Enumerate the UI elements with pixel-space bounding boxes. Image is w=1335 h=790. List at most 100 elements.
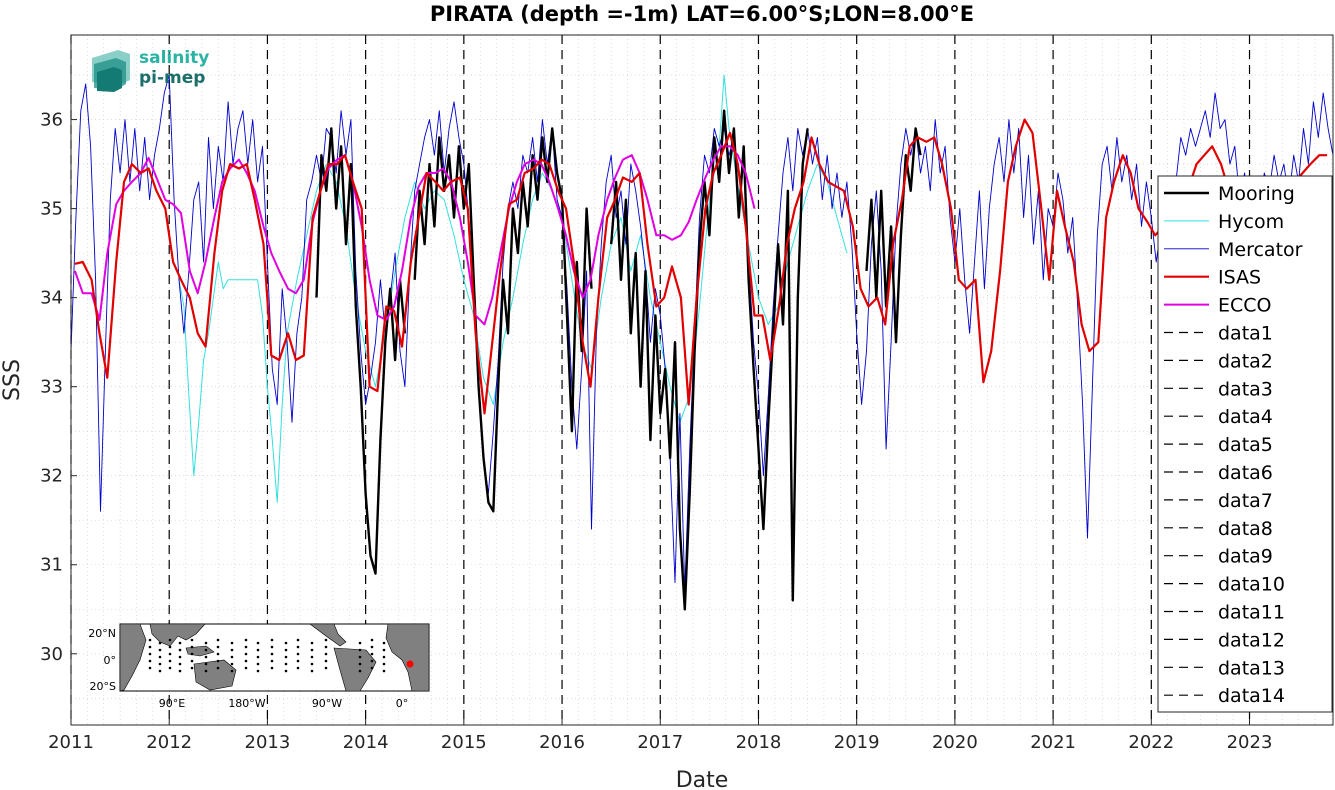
y-tick-label: 30 xyxy=(40,644,63,665)
logo-line1: salinity xyxy=(139,48,209,68)
buoy-dot xyxy=(216,645,220,649)
legend-label: data7 xyxy=(1218,490,1273,512)
buoy-dot xyxy=(168,659,172,663)
buoy-dot xyxy=(178,641,182,645)
series-line-hycom xyxy=(178,74,848,503)
buoy-dot xyxy=(284,641,288,645)
legend-label: data6 xyxy=(1218,462,1273,484)
buoy-dot xyxy=(296,652,300,656)
x-tick-label: 2021 xyxy=(1030,732,1076,753)
legend-label: data2 xyxy=(1218,350,1273,372)
buoy-dot xyxy=(382,641,386,645)
buoy-dot xyxy=(382,655,386,659)
x-tick-label: 2016 xyxy=(539,732,585,753)
buoy-dot xyxy=(204,662,208,666)
map-lat-20n: 20°N xyxy=(88,627,116,640)
buoy-dot xyxy=(244,652,248,656)
x-tick-label: 2019 xyxy=(834,732,880,753)
buoy-dot xyxy=(216,652,220,656)
buoy-dot xyxy=(382,669,386,673)
buoy-dot xyxy=(158,669,162,673)
buoy-dot xyxy=(148,652,152,656)
map-lat-0: 0° xyxy=(104,654,117,667)
buoy-dot xyxy=(324,645,328,649)
plot-frame xyxy=(70,34,1334,726)
legend-label: data14 xyxy=(1218,685,1285,707)
buoy-dot xyxy=(190,652,194,656)
buoy-dot xyxy=(256,662,260,666)
buoy-dot xyxy=(324,652,328,656)
buoy-dot xyxy=(284,662,288,666)
buoy-dot xyxy=(244,666,248,670)
buoy-dot xyxy=(178,648,182,652)
x-tick-label: 2017 xyxy=(637,732,683,753)
legend-label: data1 xyxy=(1218,323,1273,345)
buoy-dot xyxy=(190,638,194,642)
legend-label: data11 xyxy=(1218,602,1285,624)
buoy-dot xyxy=(370,652,374,656)
y-tick-label: 33 xyxy=(40,377,63,398)
buoy-dot xyxy=(324,638,328,642)
buoy-dot xyxy=(296,638,300,642)
buoy-dot xyxy=(148,645,152,649)
buoy-dot xyxy=(370,666,374,670)
buoy-dot xyxy=(270,652,274,656)
axis-ticks: 2011 2012 2013 2014 2015 2016 2017 2018 2019 2020… xyxy=(40,110,1272,753)
buoy-dot xyxy=(190,659,194,663)
buoy-dot xyxy=(216,638,220,642)
series-line-mooring xyxy=(610,109,809,611)
legend-label: Mooring xyxy=(1218,183,1295,205)
map-landmass-asia xyxy=(149,623,206,647)
buoy-dot xyxy=(296,659,300,663)
buoy-dot xyxy=(310,655,314,659)
legend-items: Mooring Hycom Mercator ISAS ECCO data1 data2 da… xyxy=(1164,183,1303,707)
buoy-dot xyxy=(148,659,152,663)
x-tick-label: 2015 xyxy=(441,732,487,753)
x-tick-label: 2022 xyxy=(1128,732,1174,753)
buoy-dot xyxy=(284,648,288,652)
x-tick-label: 2011 xyxy=(48,732,94,753)
buoy-dot xyxy=(168,645,172,649)
y-tick-label: 31 xyxy=(40,555,63,576)
buoy-dot xyxy=(256,655,260,659)
x-axis-label: Date xyxy=(676,768,729,790)
buoy-dot xyxy=(358,669,362,673)
buoy-dot xyxy=(256,641,260,645)
buoy-dot xyxy=(168,652,172,656)
buoy-dot xyxy=(178,655,182,659)
buoy-dot xyxy=(230,669,234,673)
y-tick-label: 34 xyxy=(40,288,63,309)
buoy-dot xyxy=(244,645,248,649)
buoy-dot xyxy=(178,669,182,673)
buoy-dot xyxy=(284,655,288,659)
buoy-dot xyxy=(324,666,328,670)
buoy-dot xyxy=(270,659,274,663)
buoy-dot xyxy=(168,638,172,642)
buoy-dot xyxy=(370,645,374,649)
legend-label: data9 xyxy=(1218,546,1273,568)
buoy-dot xyxy=(158,662,162,666)
y-tick-label: 36 xyxy=(40,110,63,131)
buoy-dot xyxy=(190,645,194,649)
map-lon-180w: 180°W xyxy=(228,697,265,710)
buoy-dot xyxy=(358,655,362,659)
y-tick-label: 32 xyxy=(40,466,63,487)
y-axis-label: SSS xyxy=(0,359,25,401)
buoy-dot xyxy=(296,666,300,670)
plot-area xyxy=(70,74,1334,611)
buoy-dot xyxy=(358,641,362,645)
buoy-dot xyxy=(382,648,386,652)
legend-label: data8 xyxy=(1218,518,1273,540)
buoy-dot xyxy=(158,641,162,645)
buoy-dot xyxy=(204,655,208,659)
legend-label: data12 xyxy=(1218,629,1285,651)
buoy-dot xyxy=(204,669,208,673)
buoy-dot xyxy=(244,638,248,642)
legend-label: data3 xyxy=(1218,378,1273,400)
logo-icon xyxy=(92,50,130,92)
x-tick-label: 2014 xyxy=(343,732,389,753)
buoy-dot xyxy=(216,659,220,663)
buoy-dot xyxy=(296,645,300,649)
buoy-dot xyxy=(148,666,152,670)
